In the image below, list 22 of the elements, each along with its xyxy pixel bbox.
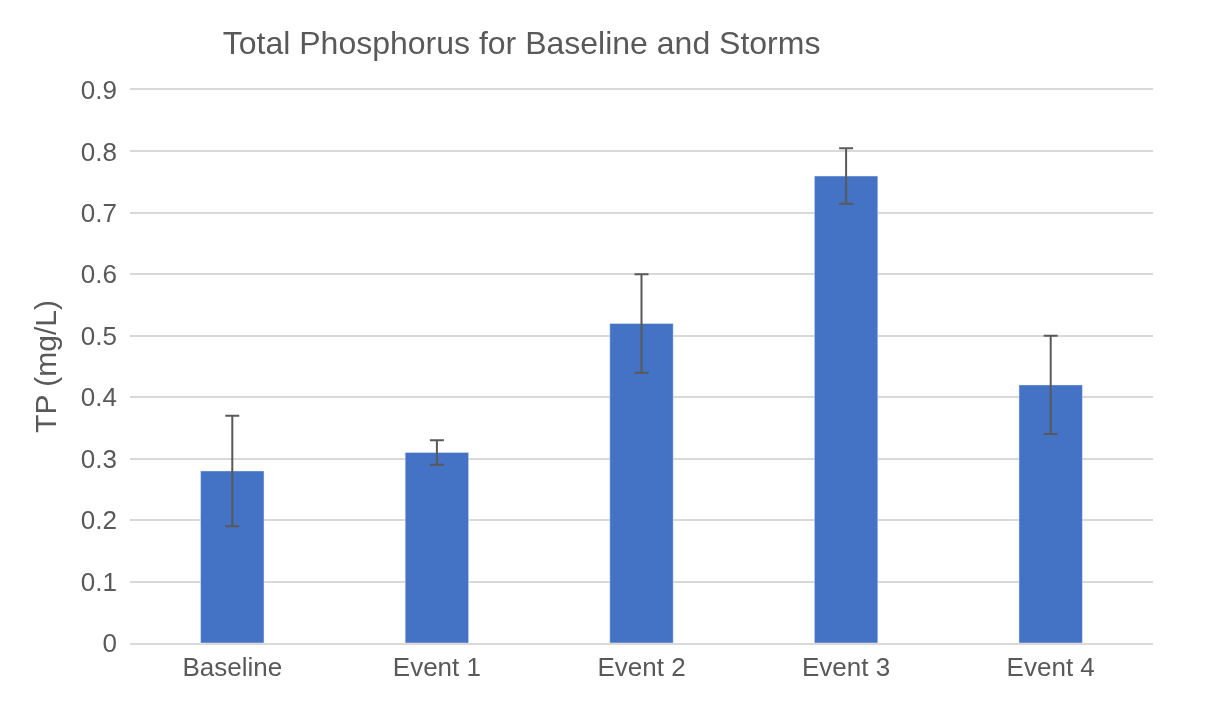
y-tick-label: 0.9 — [80, 75, 117, 106]
bar — [609, 323, 674, 643]
y-tick-label: 0.8 — [80, 136, 117, 167]
x-tick-label: Event 1 — [392, 652, 481, 683]
y-tick-label: 0.7 — [80, 197, 117, 228]
bar — [404, 452, 469, 643]
y-axis-title: TP (mg/L) — [28, 300, 62, 433]
x-tick-label: Event 3 — [802, 652, 891, 683]
y-tick-label: 0.6 — [80, 259, 117, 290]
bar — [200, 470, 265, 643]
y-tick-label: 0.2 — [80, 505, 117, 536]
y-tick-label: 0.3 — [80, 443, 117, 474]
bar — [814, 175, 879, 643]
x-tick-label: Baseline — [182, 652, 283, 683]
x-tick-label: Event 4 — [1006, 652, 1095, 683]
y-tick-label: 0.1 — [80, 566, 117, 597]
chart-title: Total Phosphorus for Baseline and Storms — [222, 25, 821, 62]
y-tick-label: 0 — [102, 628, 117, 659]
y-tick-label: 0.5 — [80, 320, 117, 351]
x-tick-label: Event 2 — [597, 652, 686, 683]
y-tick-label: 0.4 — [80, 382, 117, 413]
bar — [1018, 384, 1083, 643]
